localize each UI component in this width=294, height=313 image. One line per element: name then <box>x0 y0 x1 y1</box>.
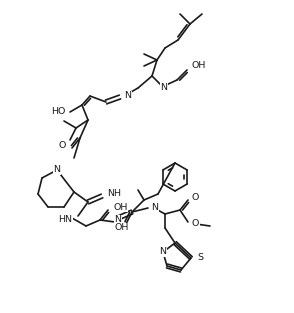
Text: N: N <box>151 203 158 212</box>
Text: HO: HO <box>52 107 66 116</box>
Text: OH: OH <box>115 223 129 233</box>
Text: HN: HN <box>58 215 72 224</box>
Text: N: N <box>114 215 121 224</box>
Text: NH: NH <box>107 189 121 198</box>
Text: O: O <box>59 141 66 151</box>
Text: N: N <box>54 166 61 175</box>
Text: O: O <box>192 219 199 228</box>
Text: N: N <box>124 91 131 100</box>
Text: S: S <box>197 254 203 263</box>
Text: O: O <box>192 192 199 202</box>
Text: OH: OH <box>192 61 206 70</box>
Text: N: N <box>160 248 166 256</box>
Text: OH: OH <box>113 203 127 212</box>
Text: N: N <box>161 84 168 93</box>
